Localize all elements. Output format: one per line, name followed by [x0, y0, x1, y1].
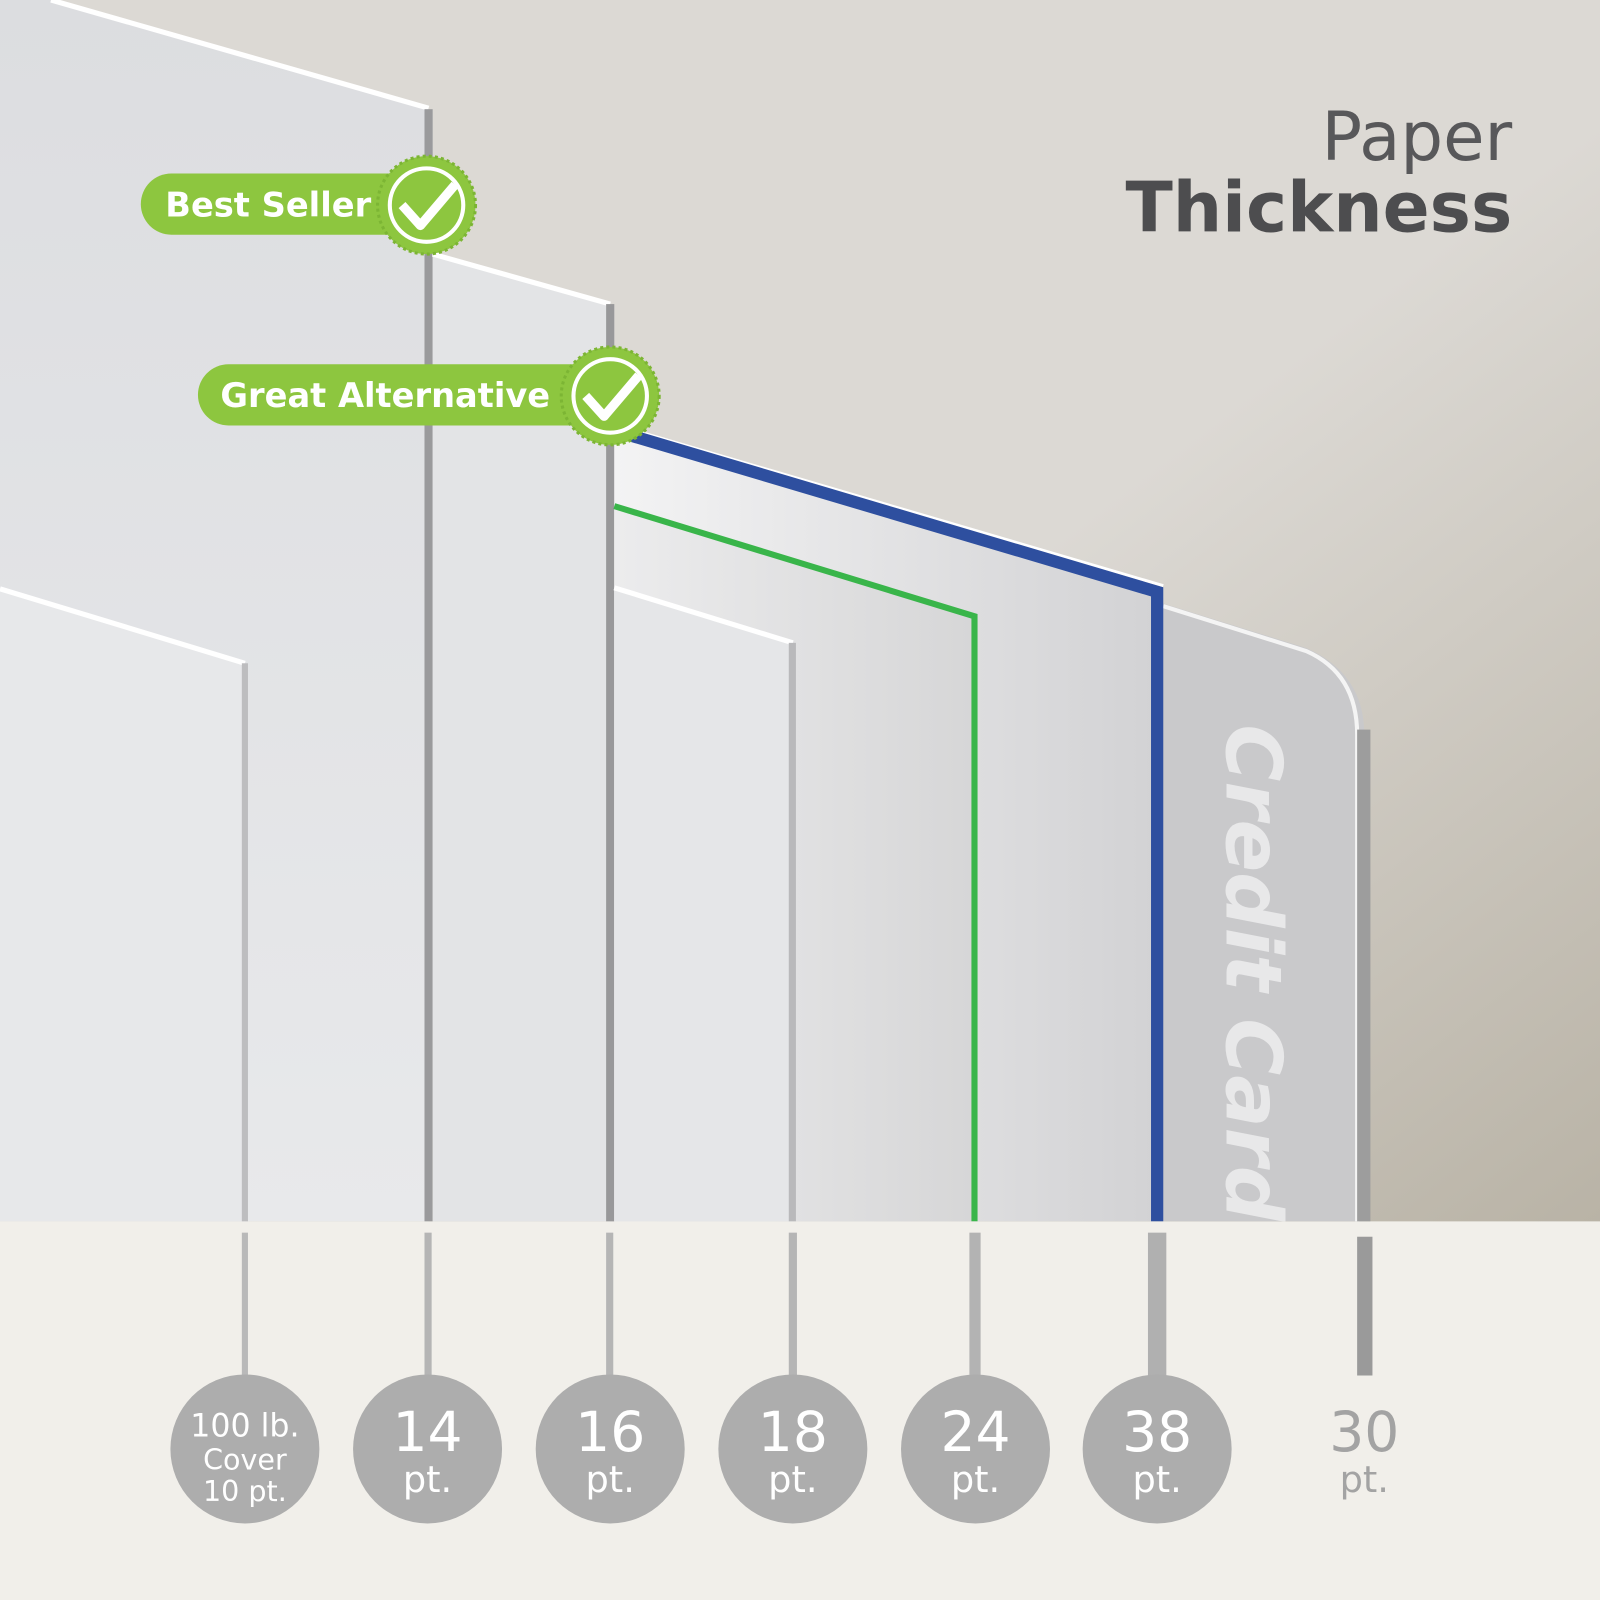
badge-label: Best Seller: [165, 185, 371, 224]
badge-great-alternative: Great Alternative: [197, 345, 661, 447]
option-unit: pt.: [1132, 1458, 1181, 1501]
title-line-2: Thickness: [1125, 169, 1512, 249]
check-seal-icon: [559, 345, 661, 447]
option-label: Cover: [203, 1442, 287, 1476]
option-label: 10 pt.: [203, 1474, 287, 1508]
option-unit: pt.: [951, 1458, 1000, 1501]
credit-card: Credit Card: [1158, 602, 1371, 1222]
option-number: 16: [575, 1400, 645, 1464]
option-24pt: 24 pt.: [901, 1232, 1050, 1524]
check-seal-icon: [376, 154, 478, 256]
option-unit: pt.: [1340, 1458, 1389, 1501]
option-number: 30: [1329, 1400, 1399, 1464]
badge-best-seller: Best Seller: [140, 154, 478, 256]
credit-card-label: Credit Card: [1208, 724, 1298, 1222]
option-14pt: 14 pt.: [353, 1232, 503, 1524]
option-unit: pt.: [586, 1458, 635, 1501]
option-number: 18: [758, 1400, 828, 1464]
sheet-10pt: [0, 586, 248, 1222]
option-unit: pt.: [403, 1458, 452, 1501]
option-number: 38: [1122, 1400, 1192, 1464]
option-label: 100 lb.: [190, 1409, 299, 1445]
option-unit: pt.: [768, 1458, 817, 1501]
option-number: 24: [940, 1400, 1010, 1464]
option-38pt: 38 pt.: [1082, 1232, 1232, 1524]
title-line-1: Paper: [1322, 97, 1513, 176]
option-10pt: 100 lb. Cover 10 pt.: [170, 1232, 320, 1524]
option-18pt: 18 pt.: [718, 1232, 868, 1524]
sheet-18pt: [613, 585, 796, 1222]
option-30pt-credit-card: 30 pt.: [1329, 1236, 1399, 1501]
option-number: 14: [392, 1400, 462, 1464]
option-16pt: 16 pt.: [535, 1232, 685, 1524]
badge-label: Great Alternative: [220, 376, 550, 415]
sheet-16pt: [431, 251, 615, 1222]
